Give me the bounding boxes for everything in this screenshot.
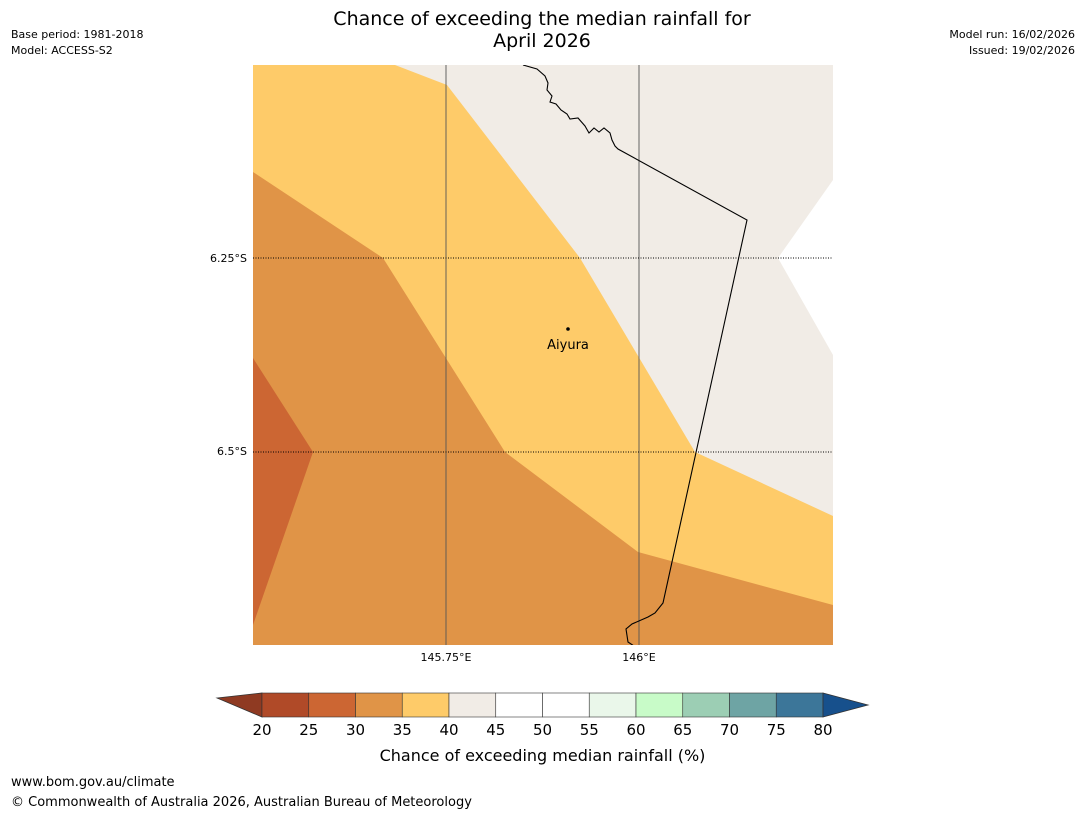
colorbar-tick-label: 70	[720, 721, 739, 739]
colorbar-tick-label: 55	[580, 721, 599, 739]
footer-copyright: © Commonwealth of Australia 2026, Austra…	[11, 795, 472, 810]
colorbar-tick-label: 45	[486, 721, 505, 739]
colorbar-tick-label: 30	[346, 721, 365, 739]
colorbar-tick-label: 25	[299, 721, 318, 739]
lon-label-145-75: 145.75°E	[421, 651, 472, 664]
colorbar-bin	[542, 692, 590, 718]
lat-label-6-5: 6.5°S	[217, 445, 247, 458]
colorbar-tick-label: 50	[533, 721, 552, 739]
model-name: Model: ACCESS-S2	[11, 44, 113, 57]
region-30-35	[253, 172, 833, 645]
colorbar-bin	[775, 692, 824, 718]
meta-right: Model run: 16/02/2026 Issued: 19/02/2026	[949, 27, 1075, 59]
title-line-2: April 2026	[493, 30, 591, 52]
lat-label-6-25: 6.25°S	[210, 252, 247, 265]
colorbar-bin	[588, 692, 637, 718]
lon-label-146: 146°E	[622, 651, 655, 664]
base-period: Base period: 1981-2018	[11, 28, 144, 41]
place-label: Aiyura	[547, 338, 589, 353]
colorbar: 20 25 30 35 40 45 50 55 60 65 70 75 80	[215, 692, 870, 739]
colorbar-extend-above	[822, 692, 870, 718]
colorbar-bin	[261, 692, 310, 718]
colorbar-bin	[401, 692, 450, 718]
meta-left: Base period: 1981-2018 Model: ACCESS-S2	[11, 27, 143, 59]
colorbar-bin	[635, 692, 684, 718]
footer-url[interactable]: www.bom.gov.au/climate	[11, 775, 175, 790]
place-marker	[566, 327, 570, 331]
title-line-1: Chance of exceeding the median rainfall …	[333, 8, 751, 30]
colorbar-tick-label: 40	[439, 721, 458, 739]
colorbar-bin	[308, 692, 356, 718]
map-area	[253, 65, 833, 645]
region-25-30	[253, 358, 313, 625]
colorbar-tick-label: 35	[393, 721, 412, 739]
border-line	[522, 65, 748, 645]
colorbar-tick-label: 20	[252, 721, 271, 739]
map-svg: Aiyura 6.25°S 6.5°S 145.75°E 146°E	[210, 65, 833, 664]
model-run: Model run: 16/02/2026	[949, 28, 1075, 41]
colorbar-bin	[495, 692, 543, 718]
colorbar-extend-below	[215, 692, 263, 718]
chart-title: Chance of exceeding the median rainfall …	[242, 8, 842, 52]
colorbar-bin	[682, 692, 730, 718]
colorbar-bin	[355, 692, 403, 718]
colorbar-tick-label: 60	[626, 721, 645, 739]
colorbar-bin	[448, 692, 497, 718]
colorbar-tick-label: 75	[767, 721, 786, 739]
colorbar-tick-label: 65	[673, 721, 692, 739]
blank-notch	[778, 180, 833, 355]
colorbar-label: Chance of exceeding median rainfall (%)	[379, 746, 706, 765]
issued-date: Issued: 19/02/2026	[968, 44, 1075, 57]
colorbar-tick-label: 80	[813, 721, 832, 739]
colorbar-bin	[729, 692, 777, 718]
